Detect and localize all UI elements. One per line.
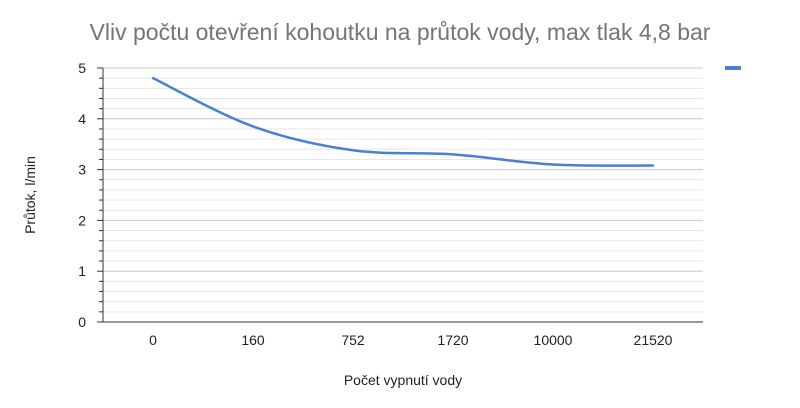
y-axis-label: Průtok, l/min xyxy=(22,156,38,234)
x-tick-label: 0 xyxy=(149,332,157,348)
y-tick-label: 3 xyxy=(78,162,86,178)
series-line xyxy=(151,76,655,167)
x-tick-label: 1720 xyxy=(437,332,468,348)
x-tick-label: 21520 xyxy=(634,332,673,348)
series-layer xyxy=(151,76,655,167)
axes: 0 1 2 3 4 5 0 160 752 1720 10000 21520 xyxy=(78,60,703,348)
x-tick-label: 752 xyxy=(341,332,365,348)
grid xyxy=(103,67,703,313)
y-tick-label: 2 xyxy=(78,212,86,228)
y-tick-label: 5 xyxy=(78,60,86,76)
y-tick-label: 0 xyxy=(78,314,86,330)
y-tick-label: 1 xyxy=(78,263,86,279)
legend xyxy=(725,66,741,70)
x-tick-label: 160 xyxy=(241,332,265,348)
y-tick-label: 4 xyxy=(78,111,86,127)
chart-title: Vliv počtu otevření kohoutku na průtok v… xyxy=(90,19,711,45)
x-axis-label: Počet vypnutí vody xyxy=(344,372,462,388)
x-tick-label: 10000 xyxy=(534,332,573,348)
legend-swatch xyxy=(725,66,741,70)
